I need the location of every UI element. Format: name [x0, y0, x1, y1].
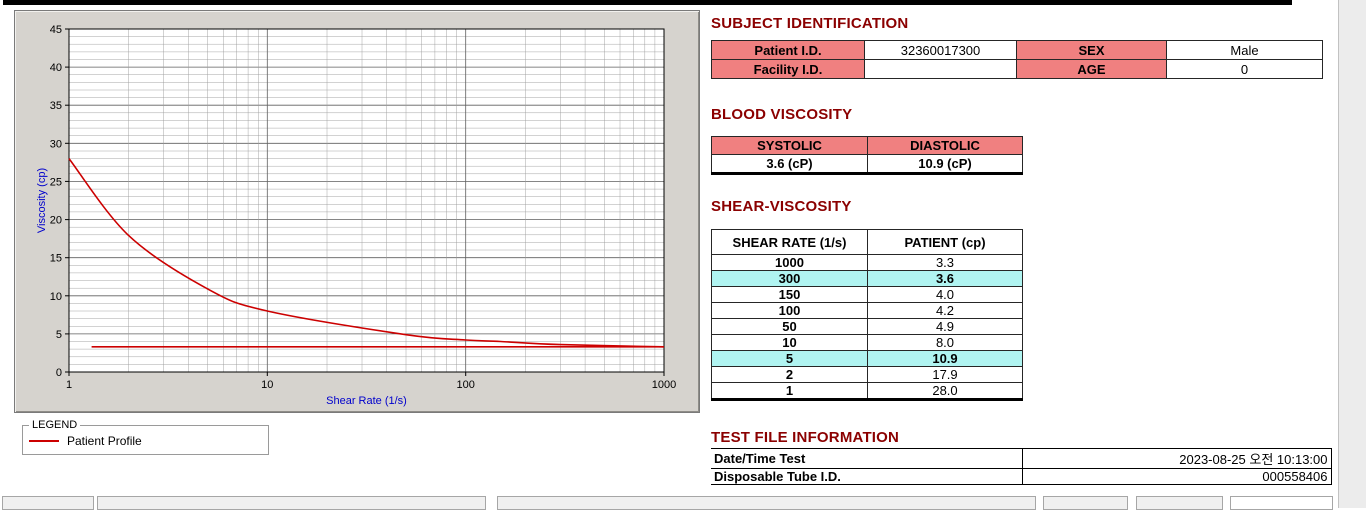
svg-text:Shear Rate (1/s): Shear Rate (1/s)	[326, 395, 407, 407]
shear-row: 1 28.0	[711, 382, 1023, 400]
shear-value-cell: 8.0	[867, 334, 1023, 351]
svg-text:35: 35	[50, 100, 62, 112]
shear-row: 300 3.6	[711, 270, 1023, 287]
systolic-header: SYSTOLIC	[711, 136, 868, 155]
shear-rate-cell: 150	[711, 286, 868, 303]
viscosity-chart: 0 5 10 15 20 25 30 35 40 45 1 10 100 1000 Shear Rate (…	[15, 11, 699, 410]
table-row: Disposable Tube I.D. 000558406	[711, 468, 1332, 485]
shear-row: 100 4.2	[711, 302, 1023, 319]
svg-text:30: 30	[50, 138, 62, 150]
shear-row: 50 4.9	[711, 318, 1023, 335]
blood-viscosity-table: SYSTOLIC DIASTOLIC 3.6 (cP) 10.9 (cP)	[711, 136, 1023, 175]
diastolic-value: 10.9 (cP)	[867, 154, 1023, 174]
subject-identification-title: SUBJECT IDENTIFICATION	[711, 15, 909, 32]
svg-text:10: 10	[261, 379, 273, 391]
svg-text:40: 40	[50, 62, 62, 74]
svg-text:5: 5	[56, 329, 62, 341]
svg-text:20: 20	[50, 215, 62, 227]
shear-row: 2 17.9	[711, 366, 1023, 383]
systolic-value: 3.6 (cP)	[711, 154, 868, 174]
window-right-gutter	[1338, 0, 1366, 508]
disposable-tube-id-value: 000558406	[1021, 468, 1332, 485]
top-black-bar	[3, 0, 1292, 5]
legend-item-label: Patient Profile	[67, 434, 142, 448]
shear-value-cell: 4.0	[867, 286, 1023, 303]
svg-text:Viscosity (cp): Viscosity (cp)	[36, 168, 48, 233]
shear-rate-header: SHEAR RATE (1/s)	[711, 229, 868, 255]
svg-text:45: 45	[50, 24, 62, 36]
date-time-test-value: 2023-08-25 오전 10:13:00	[1021, 448, 1332, 469]
shear-viscosity-table: SHEAR RATE (1/s) PATIENT (cp) 1000 3.3 3…	[711, 229, 1023, 401]
disposable-tube-id-label: Disposable Tube I.D.	[711, 468, 1022, 485]
legend-title: LEGEND	[32, 419, 78, 431]
legend-line-sample	[29, 440, 59, 442]
shear-value-cell: 4.2	[867, 302, 1023, 319]
svg-text:100: 100	[457, 379, 475, 391]
shear-value-cell: 10.9	[867, 350, 1023, 367]
test-file-information-table: Date/Time Test 2023-08-25 오전 10:13:00 Di…	[711, 448, 1332, 485]
table-row: 3.6 (cP) 10.9 (cP)	[711, 154, 1023, 174]
svg-text:1: 1	[66, 379, 72, 391]
test-file-information-title: TEST FILE INFORMATION	[711, 429, 900, 446]
shear-rate-cell: 50	[711, 318, 868, 335]
blood-viscosity-title: BLOOD VISCOSITY	[711, 106, 853, 123]
shear-value-cell: 4.9	[867, 318, 1023, 335]
legend-box: LEGEND Patient Profile	[22, 419, 269, 455]
table-row: Patient I.D. 32360017300 SEX Male	[711, 40, 1323, 60]
shear-row: 150 4.0	[711, 286, 1023, 303]
age-value: 0	[1166, 59, 1323, 79]
table-row: Facility I.D. AGE 0	[711, 59, 1323, 79]
svg-text:1000: 1000	[652, 379, 676, 391]
date-time-test-label: Date/Time Test	[711, 448, 1022, 469]
patient-cp-header: PATIENT (cp)	[867, 229, 1023, 255]
shear-rate-cell: 1	[711, 382, 868, 400]
table-row: SHEAR RATE (1/s) PATIENT (cp)	[711, 229, 1023, 255]
table-row: SYSTOLIC DIASTOLIC	[711, 136, 1023, 155]
shear-rate-cell: 2	[711, 366, 868, 383]
svg-text:0: 0	[56, 367, 62, 379]
shear-viscosity-title: SHEAR-VISCOSITY	[711, 198, 852, 215]
facility-id-label: Facility I.D.	[711, 59, 865, 79]
table-row: Date/Time Test 2023-08-25 오전 10:13:00	[711, 448, 1332, 469]
facility-id-value	[864, 59, 1017, 79]
sex-label: SEX	[1016, 40, 1167, 60]
svg-text:15: 15	[50, 253, 62, 265]
patient-id-label: Patient I.D.	[711, 40, 865, 60]
shear-row: 10 8.0	[711, 334, 1023, 351]
patient-id-value: 32360017300	[864, 40, 1017, 60]
shear-value-cell: 28.0	[867, 382, 1023, 400]
shear-value-cell: 3.6	[867, 270, 1023, 287]
shear-value-cell: 17.9	[867, 366, 1023, 383]
shear-row: 1000 3.3	[711, 254, 1023, 271]
age-label: AGE	[1016, 59, 1167, 79]
sex-value: Male	[1166, 40, 1323, 60]
shear-value-cell: 3.3	[867, 254, 1023, 271]
shear-rate-cell: 10	[711, 334, 868, 351]
shear-rate-cell: 5	[711, 350, 868, 367]
svg-text:25: 25	[50, 176, 62, 188]
shear-rate-cell: 300	[711, 270, 868, 287]
subject-identification-table: Patient I.D. 32360017300 SEX Male Facili…	[711, 40, 1323, 79]
diastolic-header: DIASTOLIC	[867, 136, 1023, 155]
shear-rate-cell: 1000	[711, 254, 868, 271]
svg-text:10: 10	[50, 291, 62, 303]
shear-rate-cell: 100	[711, 302, 868, 319]
shear-row: 5 10.9	[711, 350, 1023, 367]
viscosity-chart-panel: 0 5 10 15 20 25 30 35 40 45 1 10 100 1000 Shear Rate (…	[14, 10, 700, 413]
